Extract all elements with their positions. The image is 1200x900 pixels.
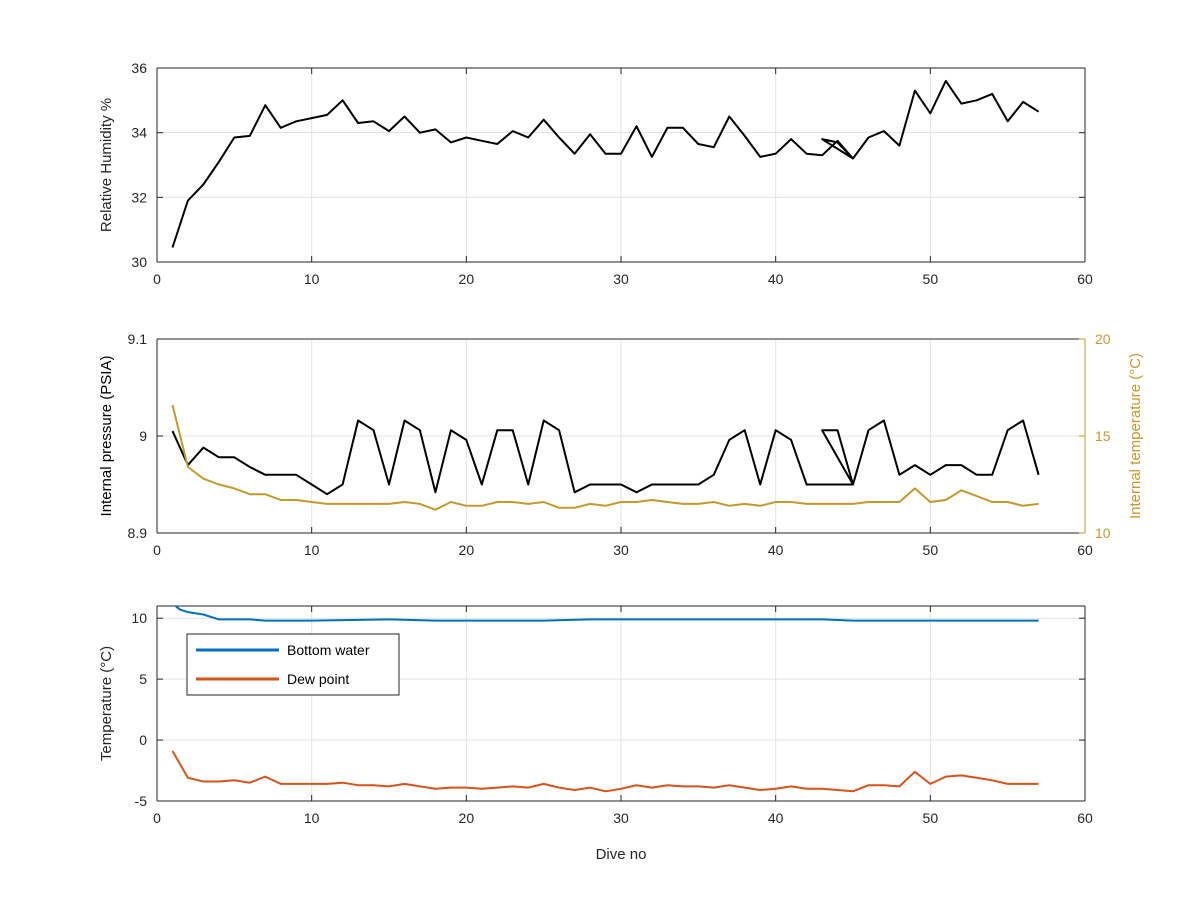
pressure-x-tick-label: 30 bbox=[613, 542, 629, 558]
temperature-y-axis-label: Temperature (°C) bbox=[98, 646, 115, 761]
humidity-series-data-line bbox=[171, 79, 1040, 248]
subplot-humidity: 0 10 20 30 40 50 60 30 32 34 36 Relative Humidity % bbox=[98, 60, 1093, 287]
pressure-x-tick-label: 10 bbox=[304, 542, 320, 558]
temperature-y-tick-label: 5 bbox=[139, 671, 147, 687]
humidity-y-tick-label: 34 bbox=[131, 125, 147, 141]
temperature-legend-label: Bottom water bbox=[287, 642, 370, 658]
humidity-y-tick-label: 32 bbox=[131, 189, 147, 205]
pressure-x-tick-label: 0 bbox=[153, 542, 161, 558]
pressure-x-tick-label: 20 bbox=[459, 542, 475, 558]
temperature-legend-box bbox=[186, 633, 400, 696]
temperature-x-tick-label: 30 bbox=[613, 810, 629, 826]
temperature-x-tick-label: 10 bbox=[304, 810, 320, 826]
pressure-y-tick-label: 9 bbox=[139, 428, 147, 444]
humidity-x-tick-label: 20 bbox=[459, 271, 475, 287]
temperature-legend-label: Dew point bbox=[287, 671, 349, 687]
subplot-pressure: 0 10 20 30 40 50 60 8.9 9 9.1 10 15 20 Internal tempe… bbox=[98, 331, 1144, 558]
temperature-x-tick-label: 20 bbox=[459, 810, 475, 826]
pressure-x-tick-label: 40 bbox=[768, 542, 784, 558]
pressure-x-tick-label: 50 bbox=[923, 542, 939, 558]
temperature-x-tick-label: 0 bbox=[153, 810, 161, 826]
temperature-x-tick-label: 50 bbox=[923, 810, 939, 826]
pressure-y2-tick-label: 20 bbox=[1095, 331, 1111, 347]
temperature-y-tick-label: -5 bbox=[135, 793, 148, 809]
humidity-x-tick-label: 40 bbox=[768, 271, 784, 287]
pressure-series-right-axis-line bbox=[171, 404, 1039, 511]
temperature-legend: Bottom water Dew point bbox=[186, 633, 400, 696]
humidity-x-tick-label: 60 bbox=[1077, 271, 1093, 287]
temperature-series-dew-point-line bbox=[171, 750, 1039, 793]
pressure-y2-axis-label: Internal temperature (°C) bbox=[1127, 353, 1144, 519]
humidity-x-tick-label: 10 bbox=[304, 271, 320, 287]
pressure-y-tick-label: 8.9 bbox=[128, 525, 148, 541]
pressure-y2-tick-label: 10 bbox=[1095, 525, 1111, 541]
subplot-temperature: 0 10 20 30 40 50 60 -5 0 5 10 Temperature (°C) Dive … bbox=[98, 605, 1093, 863]
temperature-y-tick-label: 0 bbox=[139, 732, 147, 748]
temperature-x-tick-label: 60 bbox=[1077, 810, 1093, 826]
pressure-y2-tick-label: 15 bbox=[1095, 428, 1111, 444]
pressure-series-left-axis-line bbox=[171, 419, 1040, 496]
pressure-y-tick-label: 9.1 bbox=[128, 331, 148, 347]
temperature-x-tick-label: 40 bbox=[768, 810, 784, 826]
pressure-y-axis-label: Internal pressure (PSIA) bbox=[98, 356, 115, 517]
temperature-series-bottom-water-line bbox=[173, 606, 1039, 622]
humidity-y-axis-label: Relative Humidity % bbox=[98, 98, 115, 232]
humidity-x-tick-label: 30 bbox=[613, 271, 629, 287]
humidity-x-tick-label: 50 bbox=[923, 271, 939, 287]
temperature-x-axis-label: Dive no bbox=[596, 846, 647, 863]
pressure-x-tick-label: 60 bbox=[1077, 542, 1093, 558]
temperature-y-tick-label: 10 bbox=[131, 610, 147, 626]
humidity-y-tick-label: 30 bbox=[131, 254, 147, 270]
humidity-x-tick-label: 0 bbox=[153, 271, 161, 287]
humidity-y-tick-label: 36 bbox=[131, 60, 147, 76]
